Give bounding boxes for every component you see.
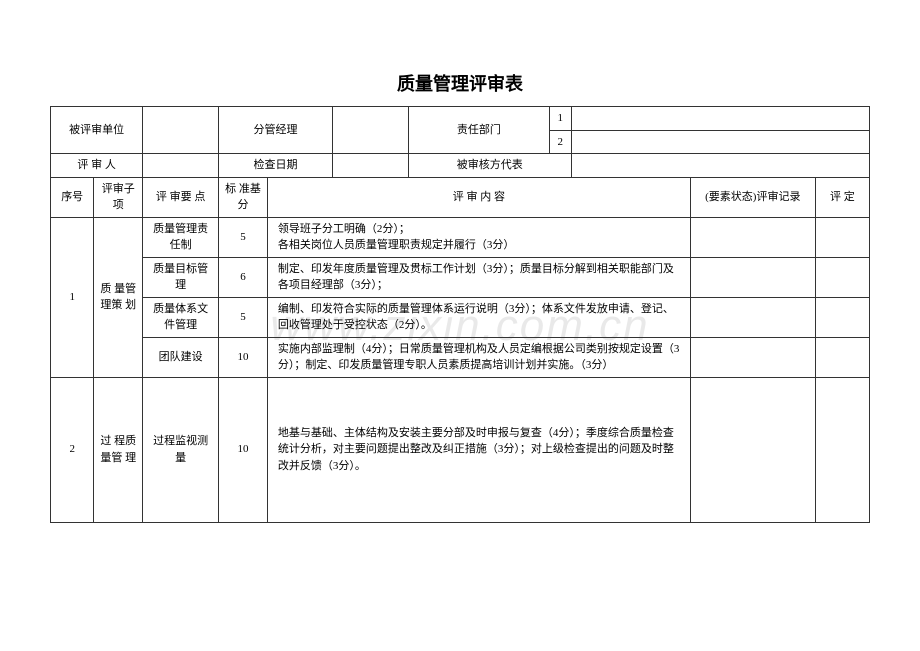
base-score-cell: 10 [219,337,268,377]
review-table: 被评审单位 分管经理 责任部门 1 2 评 审 人 检查日期 被审核方代表 序号… [50,106,870,523]
reviewer-label: 评 审 人 [51,154,143,178]
key-point-cell: 过程监视测量 [143,377,219,522]
check-date-label: 检查日期 [219,154,333,178]
rating-cell [815,257,869,297]
representative-value [571,154,869,178]
content-cell: 领导班子分工明确（2分）； 各相关岗位人员质量管理职责规定并履行（3分） [267,217,690,257]
seq-cell: 1 [51,217,94,377]
unit-value [143,107,219,154]
dept-num-2: 2 [549,130,571,154]
table-row: 团队建设 10 实施内部监理制（4分）；日常质量管理机构及人员定编根据公司类别按… [51,337,870,377]
rating-cell [815,337,869,377]
key-point-cell: 质量管理责任制 [143,217,219,257]
base-score-cell: 10 [219,377,268,522]
dept-value-2 [571,130,869,154]
col-record: (要素状态)评审记录 [690,177,815,217]
rating-cell [815,297,869,337]
col-content: 评 审 内 容 [267,177,690,217]
key-point-cell: 团队建设 [143,337,219,377]
col-key-point: 评 审要 点 [143,177,219,217]
manager-value [333,107,409,154]
col-rating: 评 定 [815,177,869,217]
col-seq: 序号 [51,177,94,217]
content-cell: 地基与基础、主体结构及安装主要分部及时申报与复查（4分）；季度综合质量检查统计分… [267,377,690,522]
base-score-cell: 5 [219,297,268,337]
col-sub-item: 评审子项 [94,177,143,217]
column-header-row: 序号 评审子项 评 审要 点 标 准基 分 评 审 内 容 (要素状态)评审记录… [51,177,870,217]
dept-label: 责任部门 [408,107,549,154]
base-score-cell: 6 [219,257,268,297]
page-title: 质量管理评审表 [50,70,870,96]
base-score-cell: 5 [219,217,268,257]
unit-label: 被评审单位 [51,107,143,154]
table-row: 1 质 量管 理策 划 质量管理责任制 5 领导班子分工明确（2分）； 各相关岗… [51,217,870,257]
reviewer-value [143,154,219,178]
key-point-cell: 质量目标管理 [143,257,219,297]
table-row: 质量目标管理 6 制定、印发年度质量管理及贯标工作计划（3分）；质量目标分解到相… [51,257,870,297]
check-date-value [333,154,409,178]
sub-item-cell: 过 程质 量管 理 [94,377,143,522]
dept-value-1 [571,107,869,131]
table-row: 质量体系文件管理 5 编制、印发符合实际的质量管理体系运行说明（3分）；体系文件… [51,297,870,337]
content-cell: 实施内部监理制（4分）；日常质量管理机构及人员定编根据公司类别按规定设置（3分）… [267,337,690,377]
record-cell [690,377,815,522]
representative-label: 被审核方代表 [408,154,571,178]
header-row-3: 评 审 人 检查日期 被审核方代表 [51,154,870,178]
record-cell [690,297,815,337]
col-base-score: 标 准基 分 [219,177,268,217]
content-cell: 编制、印发符合实际的质量管理体系运行说明（3分）；体系文件发放申请、登记、回收管… [267,297,690,337]
sub-item-cell: 质 量管 理策 划 [94,217,143,377]
rating-cell [815,377,869,522]
record-cell [690,217,815,257]
record-cell [690,337,815,377]
table-row: 2 过 程质 量管 理 过程监视测量 10 地基与基础、主体结构及安装主要分部及… [51,377,870,522]
record-cell [690,257,815,297]
seq-cell: 2 [51,377,94,522]
header-row-1: 被评审单位 分管经理 责任部门 1 [51,107,870,131]
rating-cell [815,217,869,257]
dept-num-1: 1 [549,107,571,131]
content-cell: 制定、印发年度质量管理及贯标工作计划（3分）；质量目标分解到相关职能部门及各项目… [267,257,690,297]
key-point-cell: 质量体系文件管理 [143,297,219,337]
manager-label: 分管经理 [219,107,333,154]
